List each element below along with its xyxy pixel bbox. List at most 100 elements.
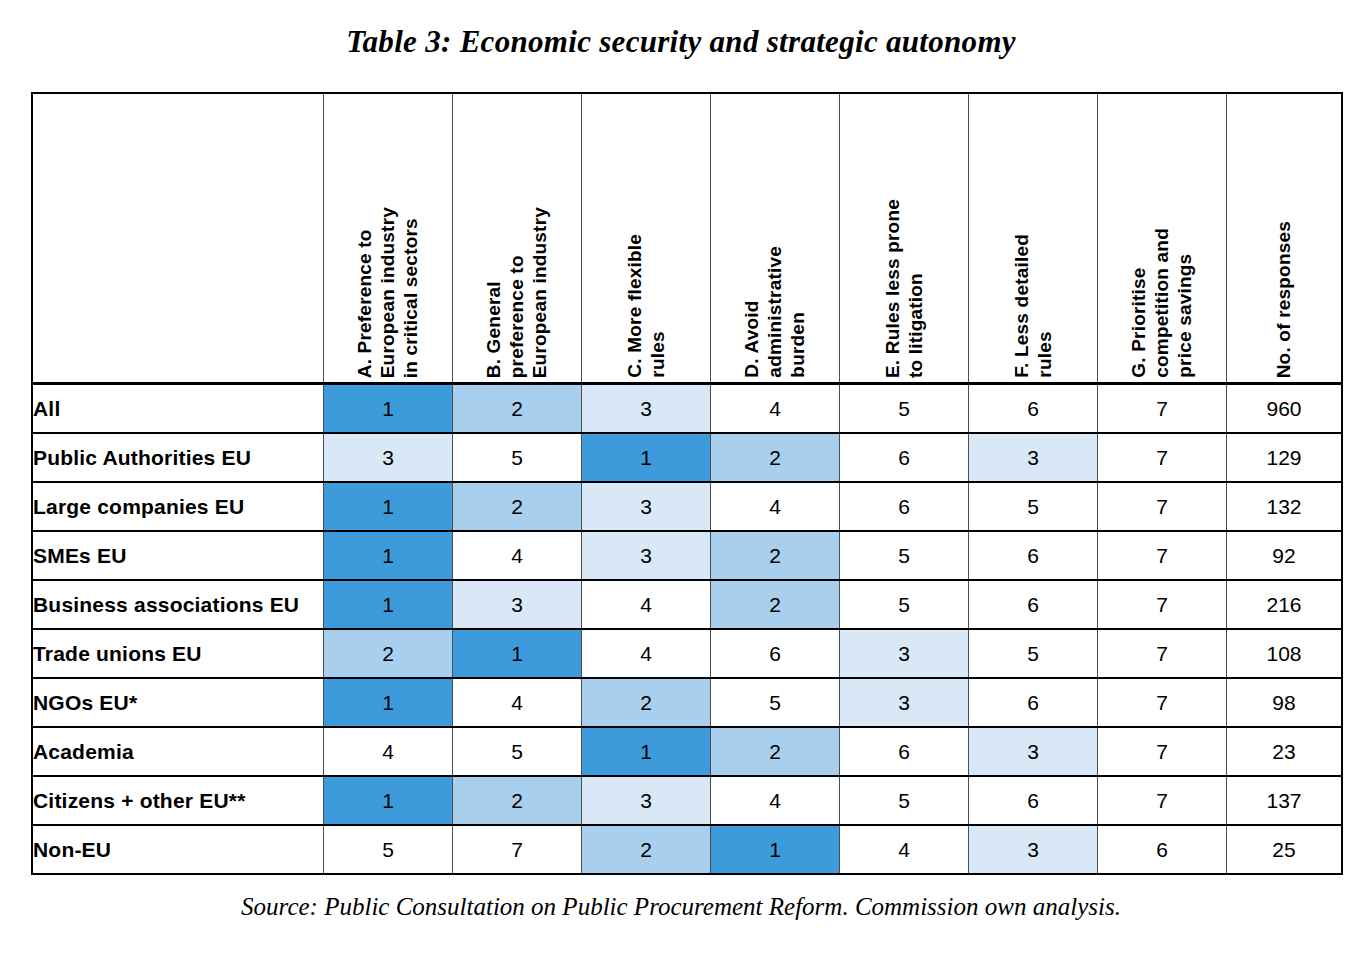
rank-cell: 7: [1098, 678, 1227, 727]
rank-cell: 2: [711, 580, 840, 629]
column-header-label: G. Prioritise competition and price savi…: [1127, 228, 1197, 378]
row-label: SMEs EU: [32, 531, 324, 580]
rank-cell: 5: [969, 629, 1098, 678]
rank-cell: 1: [711, 825, 840, 874]
rank-cell: 5: [453, 433, 582, 482]
row-label: Non-EU: [32, 825, 324, 874]
responses-cell: 98: [1227, 678, 1343, 727]
rank-cell: 3: [453, 580, 582, 629]
rank-cell: 7: [1098, 727, 1227, 776]
table-row: Citizens + other EU**1234567137: [32, 776, 1342, 825]
row-label: Public Authorities EU: [32, 433, 324, 482]
rank-cell: 4: [582, 629, 711, 678]
table-row: Public Authorities EU3512637129: [32, 433, 1342, 482]
column-header-g: G. Prioritise competition and price savi…: [1098, 93, 1227, 384]
rank-cell: 3: [582, 384, 711, 434]
rank-cell: 1: [324, 482, 453, 531]
rank-cell: 7: [1098, 531, 1227, 580]
responses-cell: 960: [1227, 384, 1343, 434]
rank-cell: 2: [711, 727, 840, 776]
table-row: Trade unions EU2146357108: [32, 629, 1342, 678]
table-row: Large companies EU1234657132: [32, 482, 1342, 531]
table-row: Non-EU572143625: [32, 825, 1342, 874]
rank-cell: 5: [840, 580, 969, 629]
rank-cell: 2: [453, 776, 582, 825]
table-row: Academia451263723: [32, 727, 1342, 776]
rank-cell: 3: [582, 482, 711, 531]
rank-cell: 6: [969, 531, 1098, 580]
table-body: All1234567960Public Authorities EU351263…: [32, 384, 1342, 875]
rank-cell: 6: [1098, 825, 1227, 874]
rank-cell: 1: [324, 580, 453, 629]
rank-cell: 5: [453, 727, 582, 776]
column-header-label: E. Rules less prone to litigation: [881, 199, 927, 378]
rank-cell: 6: [969, 678, 1098, 727]
rank-cell: 6: [969, 384, 1098, 434]
responses-cell: 137: [1227, 776, 1343, 825]
rank-cell: 5: [840, 531, 969, 580]
column-header-a: A. Preference to European industry in cr…: [324, 93, 453, 384]
rank-cell: 1: [324, 678, 453, 727]
responses-cell: 108: [1227, 629, 1343, 678]
rank-cell: 2: [582, 678, 711, 727]
responses-cell: 92: [1227, 531, 1343, 580]
page: Table 3: Economic security and strategic…: [0, 0, 1362, 970]
rank-cell: 5: [840, 384, 969, 434]
rank-cell: 6: [840, 727, 969, 776]
table-row: Business associations EU1342567216: [32, 580, 1342, 629]
rank-cell: 3: [324, 433, 453, 482]
rank-cell: 4: [711, 384, 840, 434]
rank-cell: 5: [711, 678, 840, 727]
table-row: All1234567960: [32, 384, 1342, 434]
responses-cell: 129: [1227, 433, 1343, 482]
column-header-c: C. More flexible rules: [582, 93, 711, 384]
rank-cell: 4: [711, 776, 840, 825]
rank-cell: 3: [969, 825, 1098, 874]
rank-cell: 7: [1098, 433, 1227, 482]
corner-cell: [32, 93, 324, 384]
rank-cell: 1: [582, 433, 711, 482]
row-label: All: [32, 384, 324, 434]
table-row: SMEs EU143256792: [32, 531, 1342, 580]
responses-cell: 25: [1227, 825, 1343, 874]
source-note: Source: Public Consultation on Public Pr…: [31, 875, 1331, 921]
column-header-label: No. of responses: [1272, 221, 1295, 378]
rank-cell: 4: [324, 727, 453, 776]
responses-cell: 132: [1227, 482, 1343, 531]
rank-cell: 1: [453, 629, 582, 678]
column-header-responses: No. of responses: [1227, 93, 1343, 384]
rank-cell: 7: [453, 825, 582, 874]
rank-cell: 2: [324, 629, 453, 678]
rank-cell: 7: [1098, 384, 1227, 434]
rank-cell: 1: [324, 776, 453, 825]
rank-cell: 2: [453, 384, 582, 434]
rank-cell: 3: [969, 433, 1098, 482]
responses-cell: 23: [1227, 727, 1343, 776]
table-title: Table 3: Economic security and strategic…: [31, 0, 1331, 60]
rank-cell: 2: [453, 482, 582, 531]
rank-table: A. Preference to European industry in cr…: [31, 92, 1343, 875]
column-header-label: B. General preference to European indust…: [482, 207, 552, 378]
row-label: Large companies EU: [32, 482, 324, 531]
row-label: Citizens + other EU**: [32, 776, 324, 825]
column-header-label: F. Less detailed rules: [1010, 234, 1056, 378]
column-header-b: B. General preference to European indust…: [453, 93, 582, 384]
responses-cell: 216: [1227, 580, 1343, 629]
row-label: NGOs EU*: [32, 678, 324, 727]
rank-cell: 2: [711, 433, 840, 482]
rank-cell: 4: [840, 825, 969, 874]
rank-cell: 6: [840, 433, 969, 482]
rank-cell: 6: [969, 776, 1098, 825]
rank-cell: 2: [582, 825, 711, 874]
column-header-label: A. Preference to European industry in cr…: [353, 207, 423, 378]
rank-cell: 6: [840, 482, 969, 531]
column-header-label: C. More flexible rules: [623, 234, 669, 378]
rank-cell: 3: [582, 776, 711, 825]
table-row: NGOs EU*142536798: [32, 678, 1342, 727]
rank-cell: 5: [840, 776, 969, 825]
row-label: Academia: [32, 727, 324, 776]
rank-cell: 2: [711, 531, 840, 580]
rank-cell: 3: [840, 678, 969, 727]
rank-cell: 5: [969, 482, 1098, 531]
rank-cell: 7: [1098, 580, 1227, 629]
